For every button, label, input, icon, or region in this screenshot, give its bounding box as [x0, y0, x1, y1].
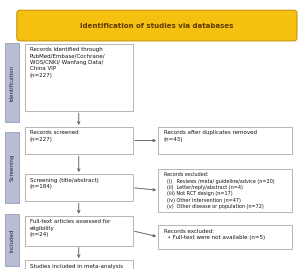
Text: Studies included in meta-analysis
(n=19): Studies included in meta-analysis (n=19): [30, 264, 123, 269]
FancyBboxPatch shape: [4, 132, 19, 203]
Text: Screening (title/abstract)
(n=184): Screening (title/abstract) (n=184): [30, 178, 99, 189]
FancyBboxPatch shape: [158, 169, 292, 212]
Text: Screening: Screening: [9, 154, 14, 181]
Text: Identification of studies via databases: Identification of studies via databases: [80, 23, 234, 29]
Text: Full-text articles assessed for
eligibility
(n=24): Full-text articles assessed for eligibil…: [30, 219, 110, 237]
Text: Records excluded:
  (i)   Reviews /meta/ guideline/advice (n=20)
  (ii)  Letter/: Records excluded: (i) Reviews /meta/ gui…: [164, 172, 274, 209]
Text: Records identified through
PubMed/Embase/Cochrane/
WOS/CNKI/ Wanfang Data/
China: Records identified through PubMed/Embase…: [30, 47, 106, 78]
FancyBboxPatch shape: [25, 127, 133, 154]
Text: Records screened
(n=227): Records screened (n=227): [30, 130, 79, 142]
FancyBboxPatch shape: [25, 216, 133, 246]
FancyBboxPatch shape: [4, 43, 19, 122]
FancyBboxPatch shape: [25, 44, 133, 111]
Text: Records after duplicates removed
(n=43): Records after duplicates removed (n=43): [164, 130, 256, 142]
FancyBboxPatch shape: [25, 260, 133, 269]
Text: Records excluded:
  • Full-text were not available (n=5): Records excluded: • Full-text were not a…: [164, 229, 265, 240]
FancyBboxPatch shape: [4, 214, 19, 266]
Text: Included: Included: [9, 228, 14, 252]
FancyBboxPatch shape: [25, 174, 133, 201]
FancyBboxPatch shape: [158, 225, 292, 249]
Text: Identification: Identification: [9, 65, 14, 101]
FancyBboxPatch shape: [158, 127, 292, 154]
FancyBboxPatch shape: [17, 10, 297, 41]
